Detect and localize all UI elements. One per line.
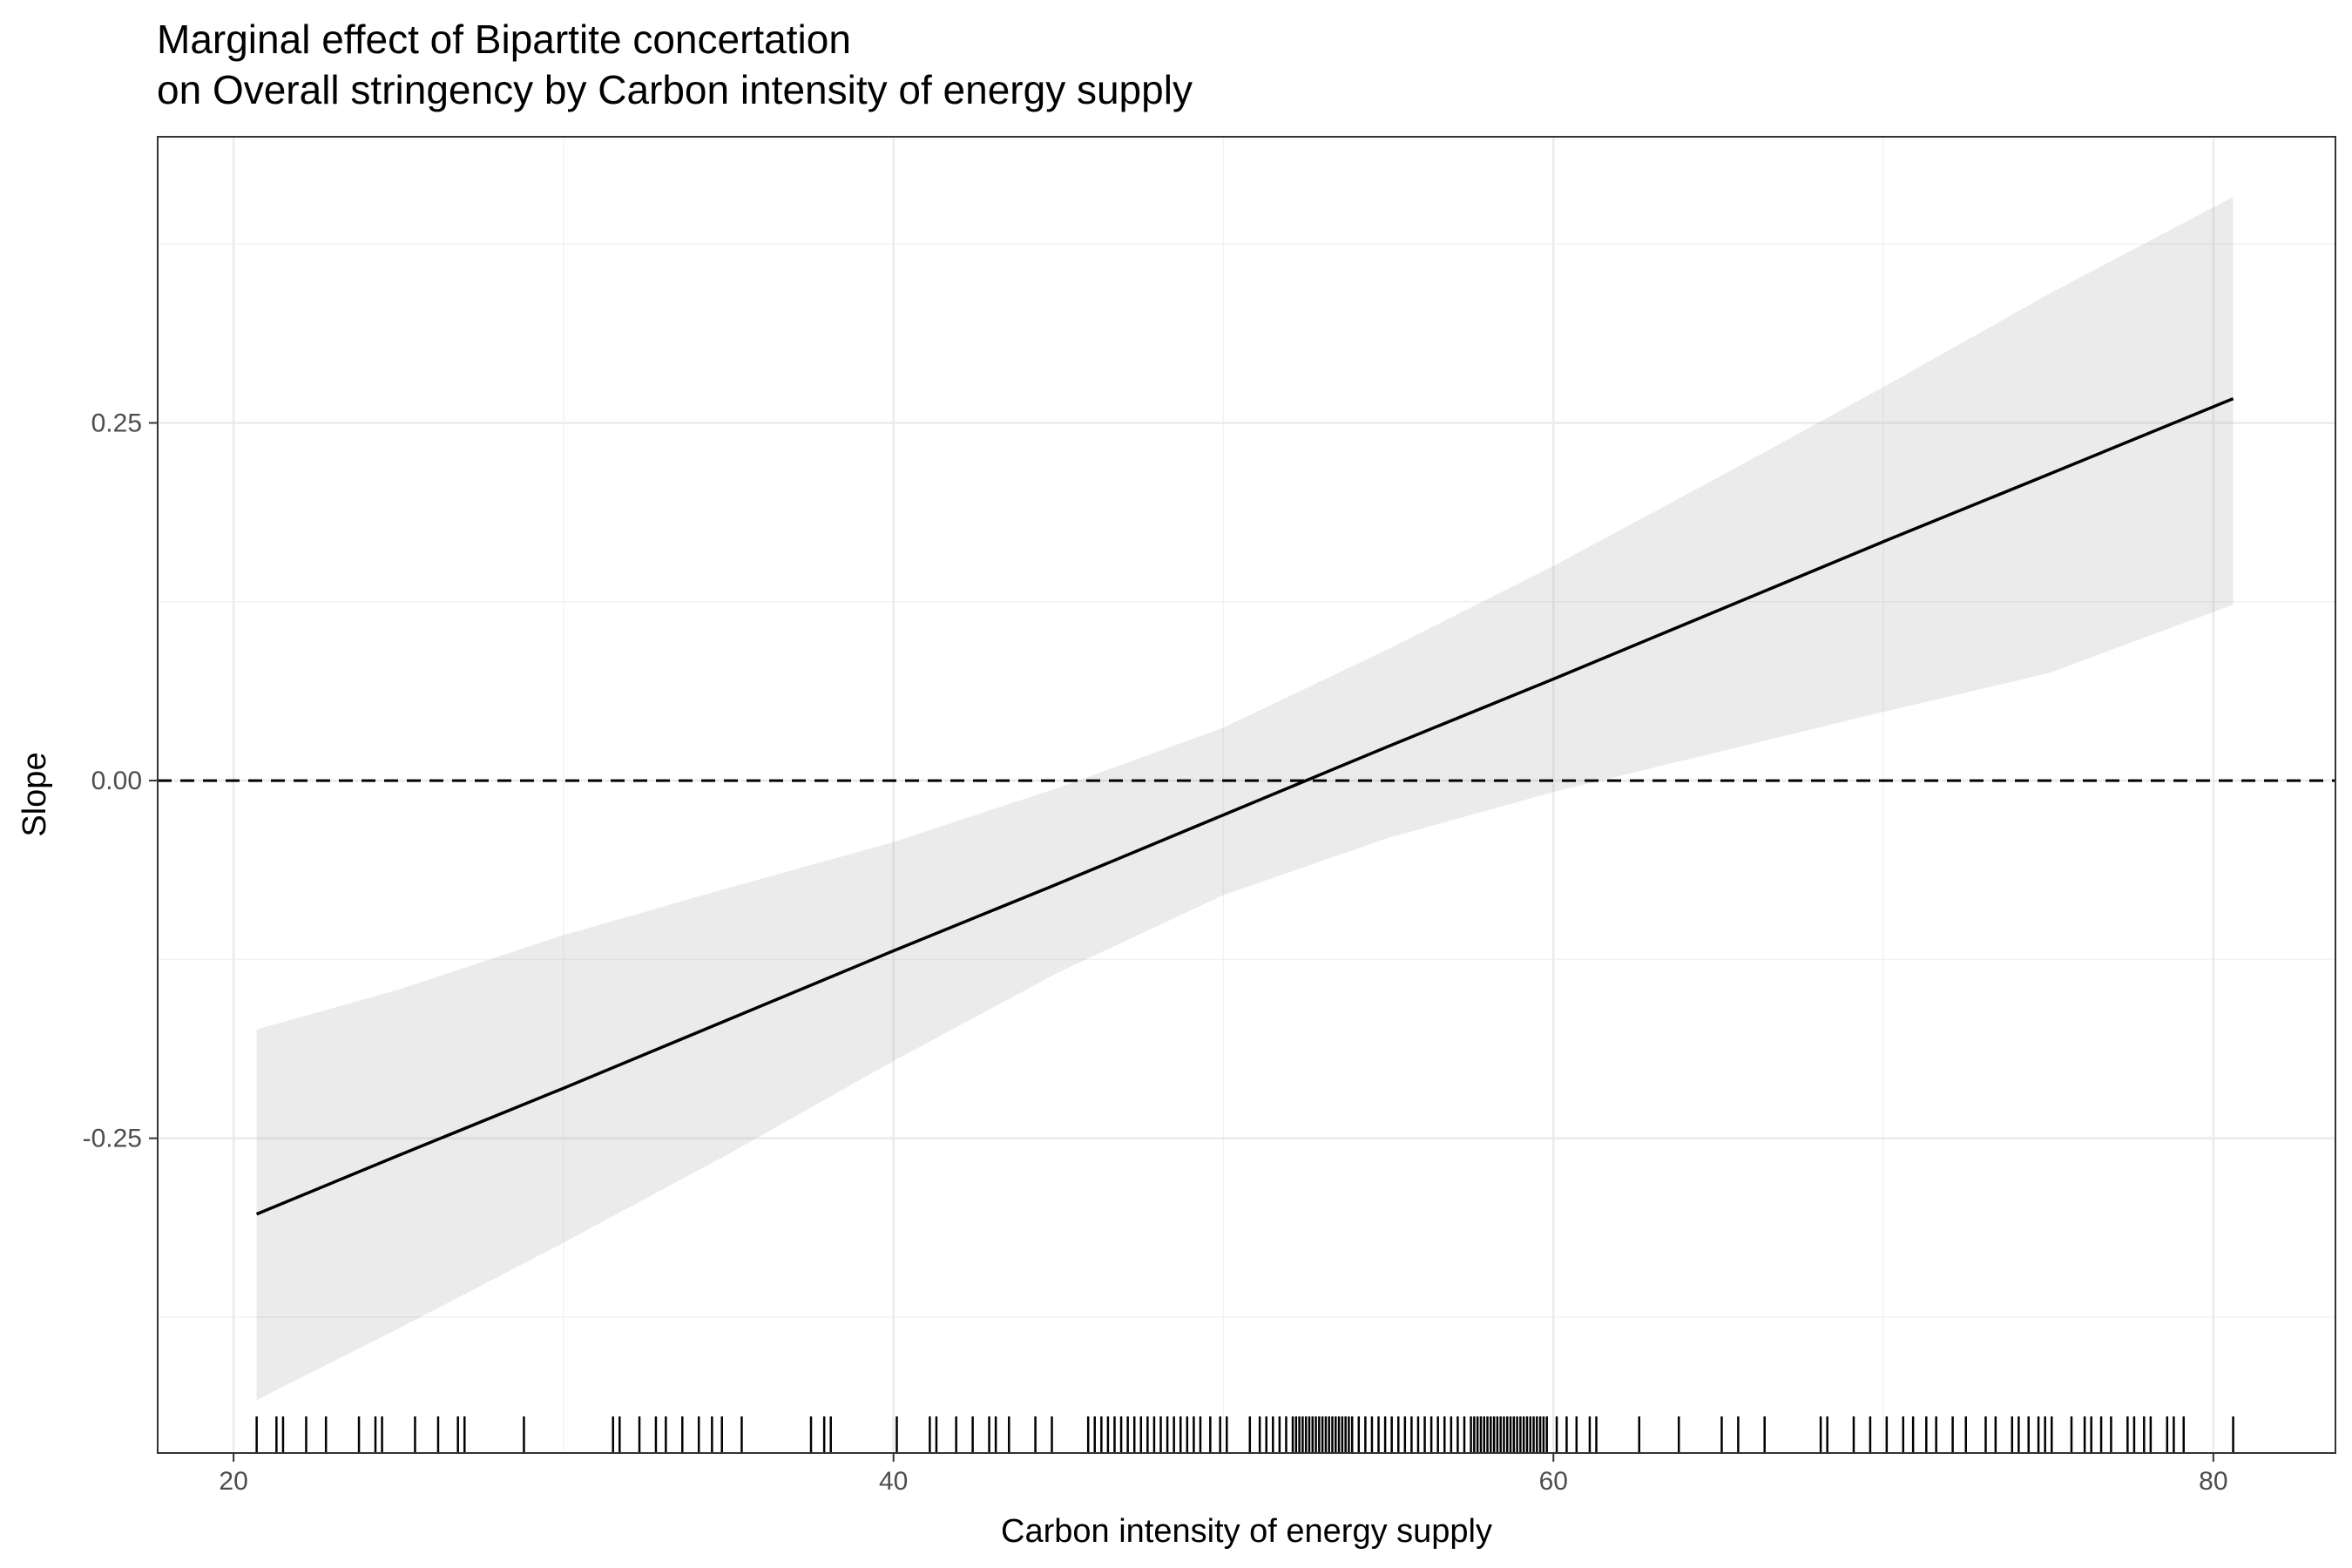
rug-marks xyxy=(255,1416,2234,1453)
x-tick-label: 80 xyxy=(2199,1467,2227,1496)
chart-title: Marginal effect of Bipartite concertatio… xyxy=(157,17,851,62)
x-tick-label: 20 xyxy=(219,1467,247,1496)
slope-line xyxy=(255,396,2234,1216)
y-tick-label: 0.25 xyxy=(91,409,142,437)
x-axis-ticks: 20 40 60 80 xyxy=(219,1453,2228,1496)
confidence-ribbon xyxy=(256,197,2234,1401)
x-axis-title: Carbon intensity of energy supply xyxy=(1001,1513,1492,1550)
confidence-ribbon-group xyxy=(256,197,2234,1401)
x-tick-label: 60 xyxy=(1539,1467,1568,1496)
minor-gridlines xyxy=(158,137,2335,1453)
y-tick-label: 0.00 xyxy=(91,767,142,795)
y-axis-title: Slope xyxy=(17,752,53,836)
panel-border xyxy=(157,136,2336,1454)
y-axis-ticks: -0.25 0.00 0.25 xyxy=(83,409,158,1153)
chart-subtitle: on Overall stringency by Carbon intensit… xyxy=(157,67,1193,112)
slope-line-group xyxy=(255,396,2234,1216)
x-tick-label: 40 xyxy=(879,1467,908,1496)
y-tick-label: -0.25 xyxy=(83,1125,142,1153)
